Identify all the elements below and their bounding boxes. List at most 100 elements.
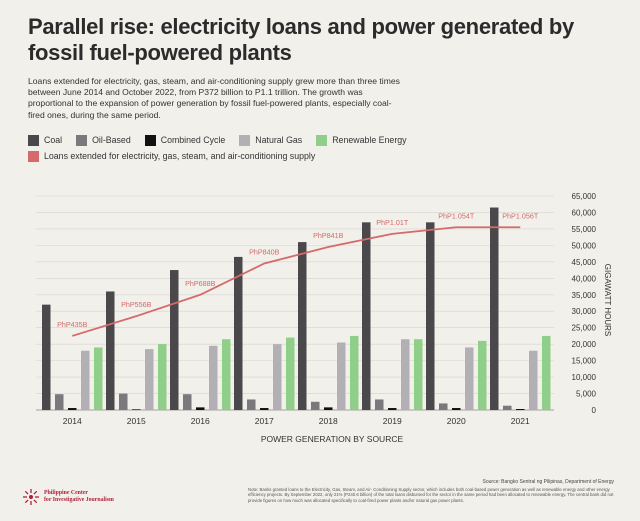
- loans-line-path: [71, 226, 521, 337]
- legend-item-oil: Oil-Based: [76, 134, 131, 146]
- legend-swatch-coal: [28, 134, 39, 146]
- bar-combined: [324, 407, 333, 410]
- line-data-label: PhP556B: [121, 300, 152, 309]
- y-axis-label: GIGAWATT HOURS: [603, 264, 612, 336]
- legend-label-oil: Oil-Based: [92, 135, 131, 145]
- legend-item-coal: Coal: [28, 134, 63, 146]
- legend-label-loans: Loans extended for electricity, gas, ste…: [44, 151, 316, 161]
- bar-renewable: [414, 339, 423, 410]
- bar-renewable: [478, 340, 487, 410]
- bar-renewable: [286, 337, 295, 410]
- line-data-label: PhP1.01T: [376, 218, 409, 227]
- legend-item-combined: Combined Cycle: [144, 134, 226, 146]
- x-tick-label: 2020: [447, 416, 466, 426]
- bar-oil: [183, 394, 192, 410]
- bar-combined: [260, 408, 269, 410]
- legend-item-loans: Loans extended for electricity, gas, ste…: [28, 150, 316, 162]
- line-data-label: PhP435B: [57, 320, 88, 329]
- line-data-label: PhP841B: [313, 231, 344, 240]
- y-tick-label: 5,000: [576, 390, 597, 399]
- bar-combined: [196, 407, 205, 410]
- y-tick-label: 15,000: [572, 357, 597, 366]
- sunburst-logo-icon: [23, 489, 39, 505]
- x-tick-label: 2014: [63, 416, 82, 426]
- bar-coal: [42, 304, 51, 410]
- bar-combined: [68, 408, 77, 410]
- logo-line-2: for Investigative Journalism: [44, 497, 114, 503]
- y-tick-label: 25,000: [572, 324, 597, 333]
- chart-subtitle: Loans extended for electricity, gas, ste…: [28, 76, 400, 120]
- line-data-label: PhP1.056T: [502, 211, 539, 220]
- bar-coal: [106, 291, 115, 410]
- y-tick-label: 50,000: [572, 241, 597, 250]
- bar-coal: [490, 207, 499, 410]
- x-tick-label: 2015: [127, 416, 146, 426]
- footnote: Note: Banks granted loans to the Electri…: [248, 487, 614, 503]
- logo: Philippine Center for Investigative Jour…: [22, 488, 114, 506]
- chart-title: Parallel rise: electricity loans and pow…: [28, 14, 574, 65]
- source-note: Source: Bangko Sentral ng Pilipinas, Dep…: [482, 479, 614, 485]
- legend-item-gas: Natural Gas: [239, 134, 302, 146]
- y-tick-label: 55,000: [572, 225, 597, 234]
- y-tick-labels: 0 5,000 10,000 15,000 20,000 25,000 30,000 35,0…: [572, 192, 597, 415]
- bar-renewable: [158, 344, 167, 410]
- bar-gas: [145, 349, 154, 410]
- x-tick-label: 2019: [383, 416, 402, 426]
- x-tick-labels: 2014 2015 2016 2017 2018 2019 2020 2021: [63, 416, 530, 426]
- bar-combined: [132, 409, 141, 410]
- y-tick-label: 30,000: [572, 307, 597, 316]
- x-axis-label: POWER GENERATION BY SOURCE: [261, 434, 404, 444]
- logo-text: Philippine Center for Investigative Jour…: [44, 490, 114, 504]
- x-tick-label: 2016: [191, 416, 210, 426]
- bar-gas: [273, 344, 282, 410]
- bar-gas: [465, 347, 474, 410]
- bar-coal: [234, 256, 243, 410]
- legend-label-coal: Coal: [44, 135, 63, 145]
- legend-swatch-loans: [28, 150, 39, 162]
- y-tick-label: 10,000: [572, 373, 597, 382]
- y-tick-label: 20,000: [572, 340, 597, 349]
- legend: Coal Oil-Based Combined Cycle Natural Ga…: [28, 132, 628, 164]
- x-tick-label: 2021: [511, 416, 530, 426]
- bar-coal: [170, 270, 179, 410]
- bar-oil: [439, 403, 448, 410]
- chart-plot: PhP435B PhP556B PhP688B PhP840B PhP841B PhP1.…: [36, 192, 612, 444]
- bar-oil: [375, 399, 384, 410]
- y-tick-label: 65,000: [572, 192, 597, 201]
- bar-gas: [337, 342, 346, 410]
- bars: [42, 207, 551, 410]
- legend-swatch-combined: [144, 134, 156, 146]
- y-tick-label: 45,000: [572, 258, 597, 267]
- bar-coal: [362, 222, 371, 410]
- bar-combined: [516, 409, 525, 410]
- loans-line: [71, 226, 521, 337]
- legend-swatch-oil: [76, 134, 88, 146]
- bar-renewable: [94, 347, 103, 410]
- x-tick-label: 2017: [255, 416, 274, 426]
- line-data-label: PhP840B: [249, 247, 280, 256]
- bar-gas: [401, 339, 410, 410]
- bar-combined: [452, 408, 461, 410]
- bar-oil: [311, 401, 320, 410]
- bar-oil: [247, 399, 256, 410]
- bar-gas: [81, 350, 90, 410]
- y-tick-label: 35,000: [572, 291, 597, 300]
- line-data-label: PhP1.054T: [438, 211, 475, 220]
- logo-line-1: Philippine Center: [44, 490, 88, 496]
- legend-label-combined: Combined Cycle: [160, 135, 226, 145]
- bar-gas: [209, 345, 218, 410]
- legend-label-renewable: Renewable Energy: [332, 135, 407, 145]
- line-data-label: PhP688B: [185, 279, 216, 288]
- y-tick-label: 60,000: [572, 208, 597, 217]
- bar-gas: [529, 350, 538, 410]
- bar-oil: [55, 394, 64, 410]
- bar-renewable: [222, 339, 231, 410]
- line-labels: PhP435B PhP556B PhP688B PhP840B PhP841B PhP1.…: [57, 211, 539, 329]
- bar-oil: [119, 393, 128, 410]
- bar-coal: [426, 222, 435, 410]
- y-tick-label: 0: [592, 406, 597, 415]
- bar-oil: [503, 405, 512, 410]
- legend-swatch-gas: [239, 134, 251, 146]
- legend-item-renewable: Renewable Energy: [316, 134, 407, 146]
- bar-coal: [298, 242, 307, 410]
